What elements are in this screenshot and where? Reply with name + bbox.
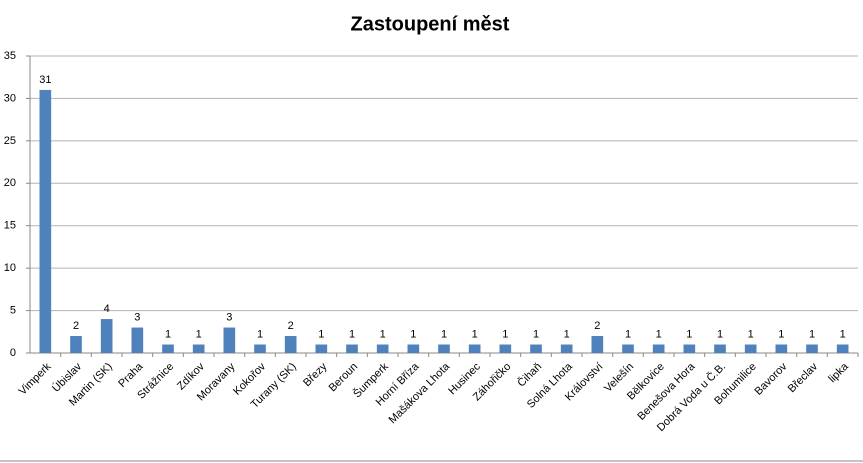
bar — [346, 344, 358, 353]
x-tick-label: lipka — [826, 360, 851, 385]
value-label: 1 — [748, 328, 754, 340]
bar — [560, 344, 573, 353]
bar — [223, 327, 236, 353]
bar — [407, 344, 420, 353]
y-tick-label: 10 — [4, 262, 16, 274]
y-tick-label: 15 — [4, 220, 16, 232]
bar — [39, 89, 52, 353]
bar — [254, 344, 266, 353]
bar — [315, 344, 328, 353]
bar — [468, 344, 481, 353]
value-label: 3 — [134, 311, 140, 323]
bar — [836, 344, 849, 353]
bar — [622, 344, 634, 353]
value-label: 1 — [840, 328, 846, 340]
value-label: 1 — [717, 328, 723, 340]
bar — [714, 344, 726, 353]
value-label: 1 — [533, 328, 539, 340]
bar — [591, 336, 604, 353]
value-label: 1 — [380, 328, 386, 340]
y-tick-label: 0 — [10, 347, 16, 359]
x-tick-label: Čihaň — [515, 360, 545, 390]
value-label: 2 — [73, 320, 79, 332]
value-label: 1 — [349, 328, 355, 340]
chart-title: Zastoupení měst — [351, 13, 510, 35]
bar — [192, 344, 205, 353]
y-tick-label: 25 — [4, 135, 16, 147]
value-label: 1 — [686, 328, 692, 340]
value-label: 3 — [226, 311, 232, 323]
bar — [683, 344, 696, 353]
value-label: 2 — [288, 320, 294, 332]
bar — [438, 344, 450, 353]
bar — [131, 327, 144, 353]
bar — [806, 344, 818, 353]
value-label: 1 — [165, 328, 171, 340]
bar — [775, 344, 788, 353]
bar — [162, 344, 174, 353]
value-label: 1 — [257, 328, 263, 340]
bar — [652, 344, 665, 353]
bar — [376, 344, 389, 353]
value-label: 1 — [502, 328, 508, 340]
value-label: 1 — [656, 328, 662, 340]
bar — [100, 319, 113, 353]
bar — [70, 336, 82, 353]
x-tick-label: Bavorov — [752, 360, 789, 397]
value-label: 1 — [318, 328, 324, 340]
y-tick-label: 20 — [4, 177, 16, 189]
value-label: 1 — [625, 328, 631, 340]
value-label: 1 — [809, 328, 815, 340]
value-label: 31 — [39, 74, 51, 86]
x-tick-label: Břeclav — [786, 360, 821, 395]
bar — [530, 344, 542, 353]
y-tick-label: 30 — [4, 92, 16, 104]
x-tick-label: Vimperk — [17, 360, 54, 397]
value-label: 2 — [594, 320, 600, 332]
value-label: 4 — [104, 303, 110, 315]
bar — [499, 344, 512, 353]
value-label: 1 — [778, 328, 784, 340]
bar — [744, 344, 757, 353]
x-tick-label: Březy — [301, 360, 330, 389]
value-label: 1 — [410, 328, 416, 340]
value-label: 1 — [564, 328, 570, 340]
value-label: 1 — [441, 328, 447, 340]
y-tick-label: 35 — [4, 50, 16, 62]
y-tick-label: 5 — [10, 304, 16, 316]
bar — [284, 336, 297, 353]
value-label: 1 — [196, 328, 202, 340]
value-label: 1 — [472, 328, 478, 340]
